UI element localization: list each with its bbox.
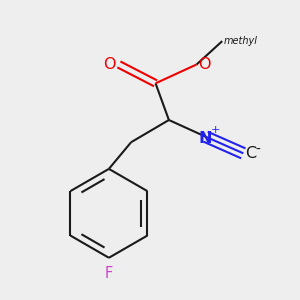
Text: C: C xyxy=(245,146,256,161)
Text: O: O xyxy=(198,57,211,72)
Text: +: + xyxy=(211,125,220,135)
Text: -: - xyxy=(255,143,260,157)
Text: F: F xyxy=(105,266,113,281)
Text: methyl: methyl xyxy=(224,36,258,46)
Text: N: N xyxy=(199,131,212,146)
Text: O: O xyxy=(103,57,116,72)
